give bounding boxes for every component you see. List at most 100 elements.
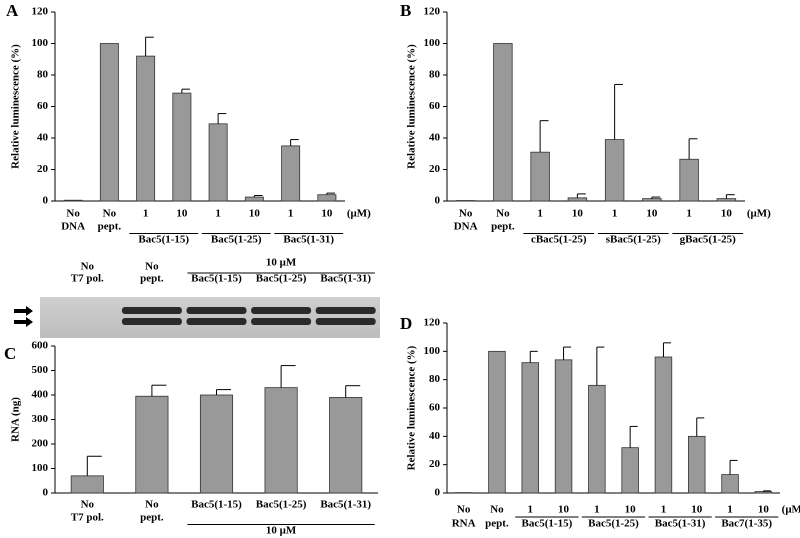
x-tick-label: No [459,208,473,220]
group-label: gBac5(1-25) [680,234,737,246]
lane-label: Bac5(1-15) [191,273,242,285]
gel [40,297,380,338]
bar [567,197,588,202]
bar [135,395,169,494]
x-tick-label: RNA [452,518,476,530]
group-label: 10 μM [266,525,297,537]
x-tick-label: 10 [558,504,570,516]
bar [329,397,363,494]
x-tick-label: 1 [661,504,667,516]
group-label: Bac5(1-31) [283,234,334,246]
y-tick-label: 120 [32,6,49,18]
y-tick-label: 80 [429,69,441,81]
y-tick-label: 120 [424,317,441,329]
error-bar [217,113,227,124]
group-label: Bac5(1-15) [138,234,189,246]
y-tick-label: 300 [32,413,49,425]
x-tick-label: pept. [485,518,509,530]
y-tick-label: 120 [424,6,441,18]
y-tick-label: 60 [429,100,441,112]
error-bar [253,194,263,198]
bar [754,491,773,494]
y-tick-label: 20 [429,163,441,175]
y-tick-label: 200 [32,438,49,450]
x-tick-label: pept. [491,221,515,233]
error-bar [145,36,154,57]
x-tick-label: 1 [727,504,733,516]
x-tick-label: 10 [646,208,658,220]
x-tick-label: No [81,499,95,511]
panel-letter: C [4,344,16,363]
bar [716,198,737,202]
error-bar [86,455,102,476]
x-tick-label: No [66,208,80,220]
bar [688,435,706,494]
error-bar [725,194,735,199]
x-tick-label: T7 pol. [71,512,104,524]
error-bar [539,120,549,153]
x-unit: (μM) [747,208,771,220]
error-bar [629,425,638,448]
y-tick-label: 20 [37,163,49,175]
x-tick-label: 10 [691,504,703,516]
y-axis-label: Relative luminescence (%) [406,44,418,169]
error-bar [181,88,191,94]
gel-band [315,318,376,325]
error-bar [216,389,232,395]
bar [530,151,550,202]
lane-label: T7 pol. [71,273,104,285]
panel-letter: D [400,314,412,333]
error-bar [529,350,538,363]
y-tick-label: 600 [32,340,49,352]
y-tick-label: 20 [429,458,441,470]
error-bar [151,384,167,397]
x-tick-label: No [145,499,159,511]
x-tick-label: 1 [528,504,534,516]
bar [604,139,625,202]
error-bar [688,138,698,160]
y-tick-label: 500 [32,364,49,376]
bar [264,387,298,494]
y-tick-label: 80 [429,373,441,385]
gel-band [315,307,376,314]
x-unit: (μM) [782,504,800,516]
x-tick-label: 1 [537,208,543,220]
bar [281,145,301,202]
error-bar [576,193,586,198]
group-label: Bac5(1-25) [588,518,639,530]
y-axis-label: Relative luminescence (%) [406,345,418,470]
x-tick-label: 10 [625,504,637,516]
x-tick-label: 10 [758,504,770,516]
x-tick-label: 1 [594,504,600,516]
gel-band [186,318,247,325]
group-label: Bac5(1-31) [655,518,706,530]
y-tick-label: 40 [37,132,49,144]
bar [99,43,119,202]
bar [199,394,234,494]
error-bar [345,385,361,398]
lane-label: Bac5(1-25) [256,273,307,285]
lane-label: pept. [140,273,164,285]
x-tick-label: Bac5(1-25) [256,499,307,511]
x-tick-label: 10 [321,208,333,220]
error-bar [326,192,336,195]
group-label: sBac5(1-25) [606,234,661,246]
x-tick-label: 10 [176,208,188,220]
x-tick-label: Bac5(1-31) [320,499,371,511]
gel-band [251,307,312,314]
y-tick-label: 0 [435,195,441,207]
x-tick-label: DNA [61,221,85,233]
y-tick-label: 100 [424,37,441,49]
error-bar [280,365,296,388]
x-tick-label: DNA [454,221,478,233]
lane-group-label: 10 μM [266,257,297,269]
error-bar [290,139,299,146]
y-tick-label: 0 [43,487,49,499]
y-tick-label: 0 [435,487,441,499]
bar [621,447,639,494]
bar [488,350,506,494]
lane-label: No [81,261,95,273]
panel-letter: A [6,1,19,20]
x-tick-label: 10 [249,208,261,220]
